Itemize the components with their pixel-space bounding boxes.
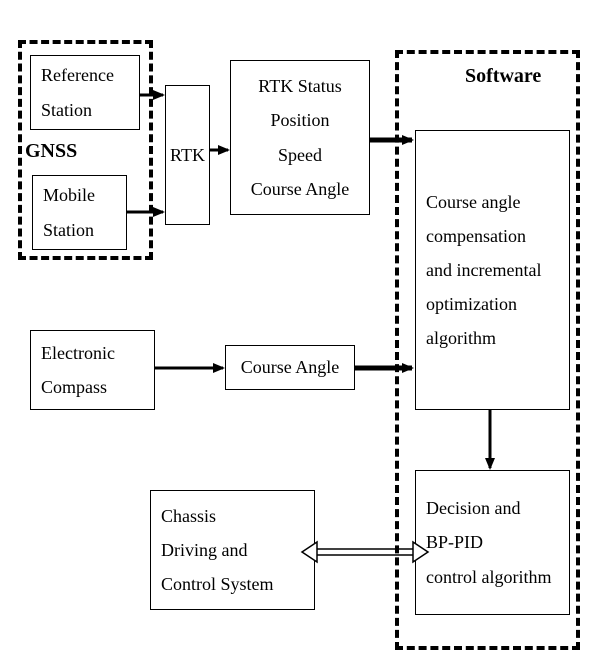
arrows-layer	[0, 0, 600, 670]
